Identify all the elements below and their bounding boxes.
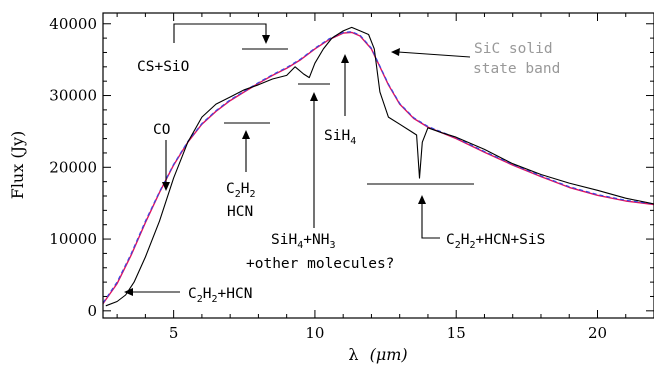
y-tick-label: 40000 xyxy=(49,15,97,33)
label-c2h2-hcn-sis: C2H2+HCN+SiS xyxy=(446,232,545,251)
plot-frame xyxy=(102,12,654,319)
c2h2-hcn-arrowhead xyxy=(242,130,250,139)
sic-arrow xyxy=(397,51,471,58)
tick-labels: 5 10 15 20 0 10000 20000 30000 40000 xyxy=(49,15,607,342)
label-other-molecules: +other molecules? xyxy=(246,256,394,272)
series-line-0 xyxy=(105,26,654,307)
label-cs-sio: CS+SiO xyxy=(137,59,189,75)
x-tick-label: 10 xyxy=(305,324,324,342)
axis-ticks xyxy=(103,13,654,318)
annotation-texts: CS+SiO CO C2H2 HCN SiH4 SiH4+NH3 +other … xyxy=(137,41,560,305)
label-c2h2-mid: C2H2 xyxy=(226,181,256,200)
label-c2h2-hcn-low: C2H2+HCN xyxy=(188,286,252,305)
label-sih4: SiH4 xyxy=(324,128,356,147)
sic-arrowhead xyxy=(391,48,400,56)
label-hcn-mid: HCN xyxy=(227,204,253,220)
label-sic-2: state band xyxy=(473,61,560,77)
y-tick-label: 30000 xyxy=(49,87,97,105)
y-tick-label: 20000 xyxy=(49,158,97,176)
c2h2-hcn-sis-arrowhead xyxy=(418,195,426,204)
plot-lines xyxy=(102,26,654,307)
sih4-nh3-arrowhead xyxy=(310,92,318,101)
sih4-arrowhead xyxy=(341,54,349,63)
cs-sio-bracket xyxy=(173,23,267,43)
x-axis-label: λ (μm) xyxy=(348,345,407,364)
x-axis-symbol: λ xyxy=(348,345,358,364)
label-co: CO xyxy=(153,122,170,138)
co-arrowhead xyxy=(162,182,170,191)
y-tick-label: 10000 xyxy=(49,230,97,248)
y-tick-label: 0 xyxy=(87,302,97,320)
c2h2-hcn-sis-arrow xyxy=(421,201,440,239)
label-sih4-nh3: SiH4+NH3 xyxy=(271,232,335,251)
x-tick-label: 5 xyxy=(169,324,179,342)
label-sic-1: SiC solid xyxy=(474,41,553,57)
x-axis-unit: (μm) xyxy=(370,345,408,364)
cs-sio-arrowhead xyxy=(262,35,270,44)
annotation-lines xyxy=(124,23,474,296)
c2h2-hcn-low-arrowhead xyxy=(124,288,133,296)
x-tick-label: 15 xyxy=(447,324,466,342)
x-tick-label: 20 xyxy=(588,324,607,342)
y-axis-label: Flux (Jy) xyxy=(8,131,27,200)
